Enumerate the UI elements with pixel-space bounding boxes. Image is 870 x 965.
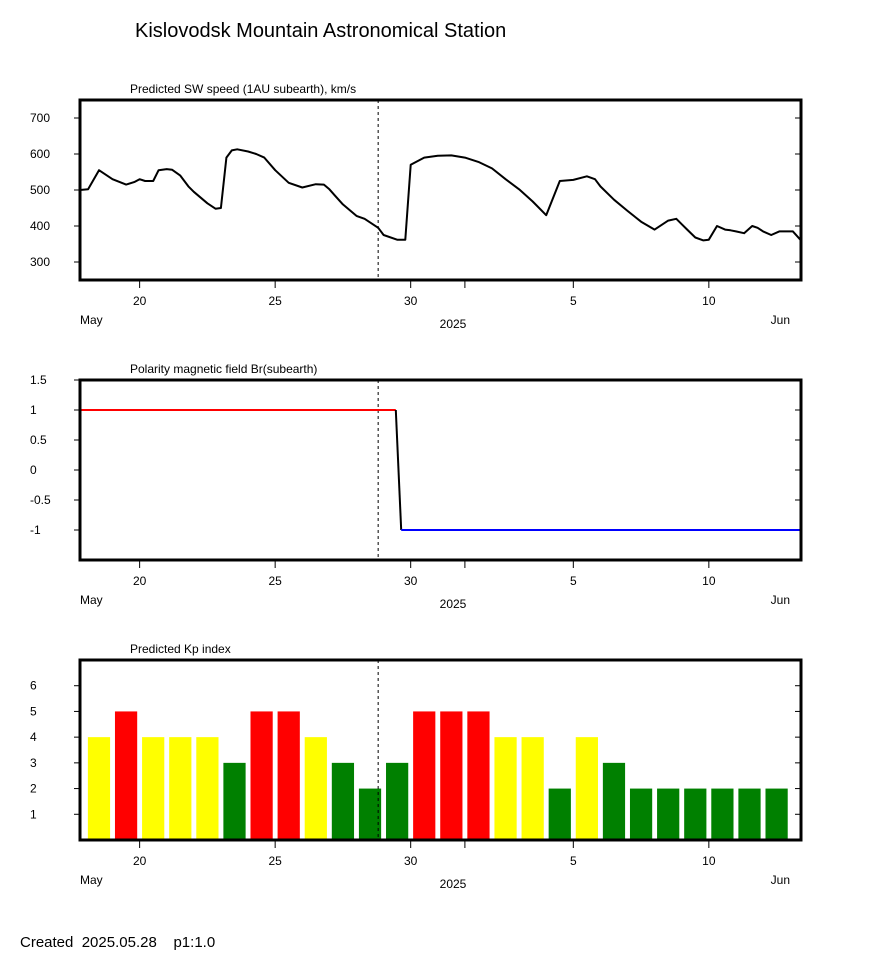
kp-bar <box>494 737 517 840</box>
x-tick-label: 10 <box>702 854 716 868</box>
y-tick-label: 400 <box>30 219 50 233</box>
x-left-label: May <box>80 313 103 327</box>
kp-bar <box>413 711 436 840</box>
y-tick-label: 4 <box>30 730 37 744</box>
y-tick-label: 1 <box>30 403 37 417</box>
x-tick-label: 25 <box>268 854 282 868</box>
kp-bar <box>142 737 165 840</box>
y-tick-label: 600 <box>30 147 50 161</box>
kp-bar <box>467 711 490 840</box>
kp-bar <box>602 762 626 840</box>
x-tick-label: 5 <box>570 574 577 588</box>
kp-bar <box>657 788 680 840</box>
series-line <box>79 148 802 242</box>
y-tick-label: 2 <box>30 782 37 796</box>
x-tick-label: 10 <box>702 294 716 308</box>
kp-bar <box>386 762 409 840</box>
y-tick-label: -1 <box>30 523 41 537</box>
x-center-label: 2025 <box>440 597 467 611</box>
x-tick-label: 10 <box>702 574 716 588</box>
page-title: Kislovodsk Mountain Astronomical Station <box>135 20 507 42</box>
x-tick-label: 30 <box>404 854 418 868</box>
footer: Created 2025.05.28 p1:1.0 <box>20 934 215 951</box>
y-tick-label: 500 <box>30 183 50 197</box>
kp-bar <box>331 762 355 840</box>
x-tick-label: 5 <box>570 854 577 868</box>
y-tick-label: 0 <box>30 463 37 477</box>
chart-title: Predicted Kp index <box>130 642 231 656</box>
kp-bar <box>223 762 246 840</box>
x-tick-label: 30 <box>404 574 418 588</box>
kp-bar <box>196 737 219 840</box>
x-tick-label: 25 <box>268 574 282 588</box>
kp-bar <box>114 711 138 840</box>
x-tick-label: 30 <box>404 294 418 308</box>
kp-bar <box>250 711 273 840</box>
kp-bar <box>684 788 707 840</box>
kp-bar <box>521 737 544 840</box>
x-right-label: Jun <box>771 873 790 887</box>
created-date: 2025.05.28 <box>81 934 157 951</box>
kp-bar <box>304 737 327 840</box>
kp-bar <box>169 737 192 840</box>
y-tick-label: 1.5 <box>30 373 47 387</box>
x-center-label: 2025 <box>440 317 467 331</box>
series-line <box>394 409 403 531</box>
plot-frame <box>78 658 803 842</box>
kp-bar <box>87 737 111 840</box>
x-right-label: Jun <box>771 593 790 607</box>
created-label: Created <box>20 934 74 951</box>
x-tick-label: 20 <box>133 294 147 308</box>
y-tick-label: 6 <box>30 679 37 693</box>
x-tick-label: 20 <box>133 854 147 868</box>
kp-bar <box>358 788 382 840</box>
plot-frame <box>78 378 803 562</box>
x-tick-label: 25 <box>268 294 282 308</box>
page-indicator: p1:1.0 <box>173 934 216 951</box>
y-tick-label: -0.5 <box>30 493 51 507</box>
x-tick-label: 5 <box>570 294 577 308</box>
x-left-label: May <box>80 593 103 607</box>
kp-bar <box>765 788 788 840</box>
polarity-chart: Polarity magnetic field Br(subearth) 1.5 1… <box>30 362 803 611</box>
chart-title: Predicted SW speed (1AU subearth), km/s <box>130 82 356 96</box>
x-tick-label: 20 <box>133 574 147 588</box>
plot-frame <box>78 98 803 282</box>
y-tick-label: 5 <box>30 704 37 718</box>
sw-speed-chart: Predicted SW speed (1AU subearth), km/s 3… <box>30 82 803 331</box>
y-tick-label: 300 <box>30 255 50 269</box>
x-left-label: May <box>80 873 103 887</box>
x-center-label: 2025 <box>440 877 467 891</box>
chart-title: Polarity magnetic field Br(subearth) <box>130 362 317 376</box>
y-tick-label: 700 <box>30 111 50 125</box>
x-right-label: Jun <box>771 313 790 327</box>
y-tick-label: 3 <box>30 756 37 770</box>
kp-bar <box>629 788 653 840</box>
y-tick-label: 0.5 <box>30 433 47 447</box>
kp-bar <box>277 711 300 840</box>
kp-bar <box>548 788 571 840</box>
kp-bar <box>711 788 734 840</box>
kp-bar <box>575 737 598 840</box>
kp-bar <box>738 788 761 840</box>
kp-bar <box>440 711 463 840</box>
y-tick-label: 1 <box>30 807 37 821</box>
